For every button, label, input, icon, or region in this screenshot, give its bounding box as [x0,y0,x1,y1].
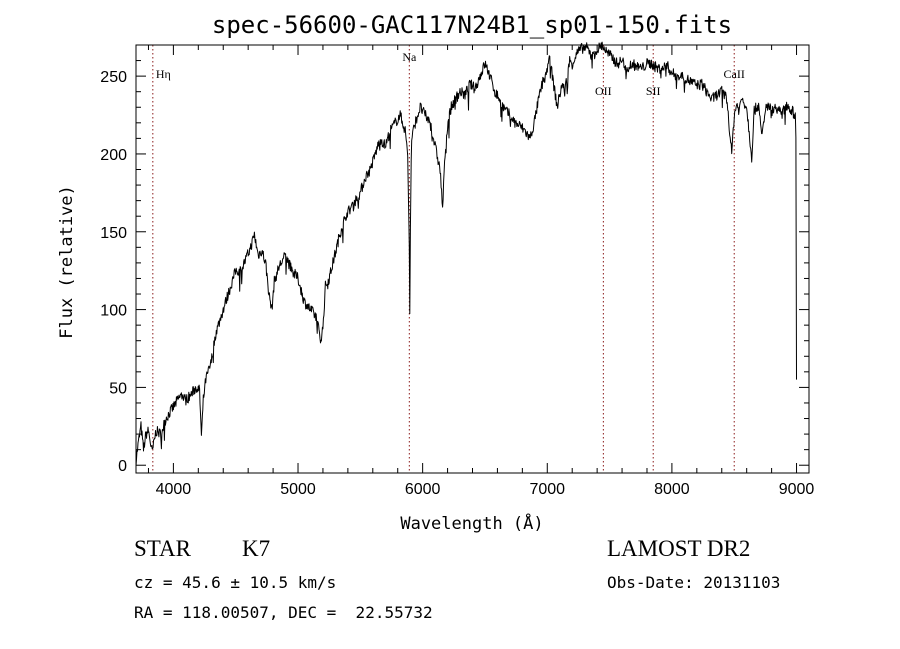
observation-date: Obs-Date: 20131103 [607,573,781,592]
redshift-velocity: cz = 45.6 ± 10.5 km/s [134,573,337,592]
ra-dec-coordinates: RA = 118.00507, DEC = 22.55732 [134,603,433,622]
axes-frame [135,44,810,474]
chart-title: spec-56600-GAC117N24B1_sp01-150.fits [212,11,732,39]
x-tick-label: 7000 [529,481,565,498]
y-tick-label: 250 [100,69,127,86]
x-tick-label: 8000 [654,481,690,498]
x-axis-label: Wavelength (Å) [400,512,543,534]
x-tick-label: 5000 [280,481,316,498]
plot-area: Hη Na OII SII CaII 4000 5000 6000 7000 8000 9000 0 5… [100,41,815,498]
spectral-line-label: SII [646,84,661,98]
x-tick-label: 9000 [779,481,815,498]
y-tick-label: 100 [100,303,127,320]
survey-name: LAMOST DR2 [607,536,751,561]
spectral-line-label: OII [595,84,612,98]
spectral-line-label: Na [402,50,417,64]
object-class: STAR [134,536,191,561]
spectrum-line [135,41,797,467]
x-tick-label: 6000 [405,481,441,498]
object-subclass: K7 [242,536,271,561]
y-tick-label: 0 [118,458,127,475]
y-tick-label: 200 [100,147,127,164]
x-tick-label: 4000 [156,481,192,498]
y-axis-label: Flux (relative) [57,185,77,339]
spectral-line-label: Hη [156,67,171,81]
y-tick-label: 150 [100,225,127,242]
spectral-line-label: CaII [724,67,745,81]
y-tick-label: 50 [109,380,127,397]
